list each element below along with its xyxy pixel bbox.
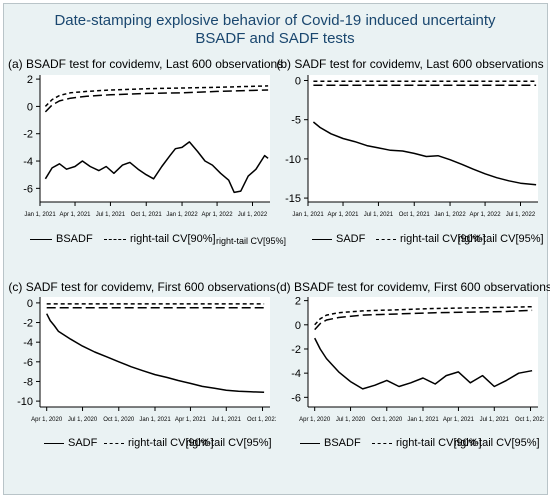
series-line-right-tail-cv-90 <box>44 89 269 113</box>
x-tick-label: Jan 1, 2022 <box>434 212 466 218</box>
series-line-sadf <box>46 313 265 394</box>
series-line-sadf <box>312 121 537 186</box>
x-tick-label: Apr 1, 2021 <box>328 212 360 218</box>
y-tick-label: -8 <box>23 376 33 388</box>
legend-swatch-long-dash <box>104 443 124 444</box>
figure-title-line-2: BSADF and SADF tests <box>195 30 355 47</box>
panel-title: (c) SADF test for covidemv, First 600 ob… <box>8 280 276 294</box>
x-tick-label: Jul 1, 2021 <box>96 212 126 218</box>
x-tick-label: Oct 1, 2020 <box>103 417 135 423</box>
legend-label: BSADF <box>56 233 93 245</box>
panel-title: (d) BSADF test for covidemv, First 600 o… <box>276 280 550 294</box>
legend-label: right-tail CV[95%] <box>458 233 544 245</box>
legend-swatch-long-dash <box>104 239 126 240</box>
y-tick-label: -4 <box>23 337 33 349</box>
legend: SADF right-tail CV[90%] right-tail CV[95… <box>276 231 544 247</box>
x-tick-label: Jul 1, 2022 <box>506 212 536 218</box>
y-tick-label: -6 <box>291 392 301 404</box>
series-line-bsadf <box>44 141 269 194</box>
y-tick-label: -2 <box>23 129 33 141</box>
legend-label: right-tail CV[90%] <box>130 233 216 245</box>
series-line-right-tail-cv-95 <box>44 85 269 107</box>
plot-area <box>40 75 270 202</box>
x-tick-label: Apr 1, 2020 <box>31 417 63 423</box>
chart-svg: 2 0 -2 -4 -6 Jan 1, 2021 Apr 1, 2021 Jul 1, 202… <box>23 74 270 218</box>
legend-label: right-tail CV[95%] <box>186 437 272 449</box>
chart-svg: 2 0 -2 -4 -6 Apr 1, 2020 Jul 1, 2020 Oct 1, 202… <box>291 296 544 423</box>
panel-title: (a) BSADF test for covidemv, Last 600 ob… <box>8 57 284 71</box>
y-tick-label: -6 <box>23 183 33 195</box>
y-tick-label: -5 <box>291 115 301 127</box>
y-tick-label: -2 <box>23 318 33 330</box>
legend-label: SADF <box>68 437 98 449</box>
y-tick-label: -6 <box>23 357 33 369</box>
x-tick-label: Jul 1, 2020 <box>68 417 98 423</box>
x-tick-label: Oct 1, 2021 <box>399 212 431 218</box>
x-tick-label: Jan 1, 2022 <box>166 212 198 218</box>
legend-label: SADF <box>336 233 366 245</box>
x-tick-label: Apr 1, 2021 <box>175 417 207 423</box>
x-tick-label: Apr 1, 2020 <box>299 417 331 423</box>
legend-swatch-solid <box>312 239 332 240</box>
chart-svg: 0 -2 -4 -6 -8 -10 Apr 1, 2020 Jul 1, 2020 Oct 1,… <box>17 297 276 423</box>
legend-label: right-tail CV[90%] <box>128 437 214 449</box>
figure-title-line-1: Date-stamping explosive behavior of Covi… <box>54 12 496 29</box>
x-tick-label: Oct 1, 2021 <box>131 212 163 218</box>
y-tick-label: -4 <box>23 156 33 168</box>
legend: BSADF right-tail CV[90%] right-tail CV[9… <box>8 231 286 247</box>
panel-a: (a) BSADF test for covidemv, Last 600 ob… <box>8 55 286 275</box>
y-tick-label: 0 <box>27 298 33 310</box>
panel-b: (b) SADF test for covidemv, Last 600 obs… <box>276 55 544 275</box>
x-tick-label: Apr 1, 2021 <box>60 212 92 218</box>
legend-swatch-solid <box>44 443 64 444</box>
panel-title: (b) SADF test for covidemv, Last 600 obs… <box>276 57 544 71</box>
y-tick-label: -4 <box>291 368 301 380</box>
x-tick-label: Jul 1, 2020 <box>336 417 366 423</box>
y-tick-label: -10 <box>285 154 301 166</box>
y-tick-label: 0 <box>27 101 33 113</box>
y-tick-label: 2 <box>295 296 301 308</box>
figure-title: Date-stamping explosive behavior of Covi… <box>0 12 550 48</box>
x-tick-label: Oct 1, 2020 <box>371 417 403 423</box>
legend-label: BSADF <box>324 437 361 449</box>
plot-area <box>308 297 538 407</box>
panel-d: (d) BSADF test for covidemv, First 600 o… <box>276 278 550 498</box>
x-tick-label: Jan 1, 2021 <box>24 212 56 218</box>
legend: SADF right-tail CV[90%] right-tail CV[95… <box>8 435 276 451</box>
x-tick-label: Jan 1, 2021 <box>292 212 324 218</box>
plot-area <box>40 297 270 407</box>
y-tick-label: 0 <box>295 320 301 332</box>
x-tick-label: Jul 1, 2022 <box>238 212 268 218</box>
x-tick-label: Jul 1, 2021 <box>364 212 394 218</box>
series-line-bsadf <box>314 337 533 390</box>
legend-label: right-tail CV[95%] <box>454 437 540 449</box>
series-line-right-tail-cv-95 <box>314 305 533 326</box>
panel-c: (c) SADF test for covidemv, First 600 ob… <box>8 278 276 498</box>
plot-area <box>308 75 538 202</box>
legend: BSADF right-tail CV[90%] right-tail CV[9… <box>276 435 544 451</box>
y-tick-label: -15 <box>285 193 301 205</box>
series-line-right-tail-cv-90 <box>314 309 533 331</box>
legend-label: right-tail CV[90%] <box>396 437 482 449</box>
legend-label: right-tail CV[95%] <box>216 236 287 246</box>
x-tick-label: Jul 1, 2021 <box>480 417 510 423</box>
y-tick-label: 0 <box>295 75 301 87</box>
legend-label: right-tail CV[90%] <box>400 233 486 245</box>
x-tick-label: Apr 1, 2022 <box>470 212 502 218</box>
x-tick-label: Jan 1, 2021 <box>407 417 439 423</box>
legend-swatch-solid <box>300 443 320 444</box>
y-tick-label: -10 <box>17 396 33 408</box>
x-tick-label: Apr 1, 2021 <box>443 417 475 423</box>
legend-swatch-long-dash <box>372 443 392 444</box>
x-tick-label: Apr 1, 2022 <box>202 212 234 218</box>
chart-svg: 0 -5 -10 -15 Jan 1, 2021 Apr 1, 2021 Jul 1, 20… <box>285 75 538 218</box>
x-tick-label: Oct 1, 2021 <box>515 417 544 423</box>
y-tick-label: -2 <box>291 344 301 356</box>
y-tick-label: 2 <box>27 74 33 86</box>
legend-swatch-long-dash <box>376 239 396 240</box>
legend-swatch-solid <box>30 239 52 240</box>
x-tick-label: Oct 1, 2021 <box>247 417 276 423</box>
x-tick-label: Jul 1, 2021 <box>212 417 242 423</box>
x-tick-label: Jan 1, 2021 <box>139 417 171 423</box>
